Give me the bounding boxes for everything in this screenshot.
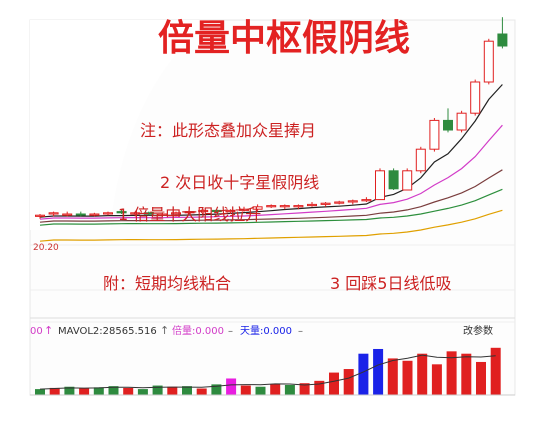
candle-body xyxy=(470,81,481,114)
volume-bar xyxy=(79,388,90,395)
mavol-line xyxy=(39,354,496,390)
candle-body xyxy=(252,206,263,210)
ma60-line xyxy=(39,209,503,242)
candle-body xyxy=(103,212,113,215)
candle-body xyxy=(130,212,141,215)
volume-bar xyxy=(490,347,501,395)
candle-body xyxy=(198,209,209,213)
candle-body xyxy=(443,119,453,131)
volume-bar xyxy=(417,353,428,395)
chart-title: 倍量中枢假阴线 xyxy=(158,18,410,59)
volume-bar xyxy=(314,380,325,395)
volume-bar xyxy=(182,386,192,395)
volume-bar xyxy=(255,386,266,395)
dash-separator: – xyxy=(228,326,233,337)
candle-body xyxy=(456,112,467,131)
volume-bar xyxy=(137,389,148,395)
volume-bar xyxy=(226,378,237,395)
candle-body xyxy=(361,199,372,202)
arrow-up-icon: ↑ xyxy=(44,324,53,337)
volume-bar xyxy=(387,358,398,395)
volume-bar xyxy=(461,353,472,395)
volume-bar xyxy=(270,384,281,395)
volume-bar xyxy=(64,386,75,395)
candle-body xyxy=(184,211,195,214)
volume-bars xyxy=(35,347,501,395)
change-params-button[interactable]: 改参数 xyxy=(463,324,493,337)
candle-body xyxy=(143,212,154,215)
volume-bar xyxy=(35,389,45,395)
volume-bar xyxy=(431,364,442,395)
volume-bar xyxy=(167,386,178,395)
ma5-line xyxy=(39,84,503,218)
candle-body xyxy=(48,212,59,215)
candle-body xyxy=(279,205,290,208)
annotation-note: 注：此形态叠加众星捧月 xyxy=(140,121,316,140)
annotation-step3: 3 回踩5日线低吸 xyxy=(330,274,451,293)
candle-body xyxy=(157,213,168,216)
volume-bar xyxy=(358,353,369,395)
candle-body xyxy=(75,213,86,216)
annotation-appendix: 附：短期均线粘合 xyxy=(103,274,231,293)
dash-separator: – xyxy=(298,326,303,337)
volume-bar xyxy=(108,386,119,395)
candle-body xyxy=(402,170,413,191)
price-label: 20.20 xyxy=(33,243,59,253)
candle-body xyxy=(320,202,331,205)
ma30-line xyxy=(39,188,503,226)
candle-body xyxy=(293,205,304,208)
arrow-up-icon: ↑ xyxy=(160,324,169,337)
volume-bar xyxy=(284,384,295,395)
price-grid xyxy=(30,244,515,323)
indicator-prefix: 00 xyxy=(30,326,43,337)
candle-body xyxy=(375,170,385,201)
volume-bar xyxy=(152,385,163,395)
volume-bar xyxy=(93,387,104,395)
candle-body xyxy=(497,33,508,47)
candle-body xyxy=(35,214,45,217)
candle-body xyxy=(429,119,440,150)
candle-body xyxy=(116,211,127,214)
candle-body xyxy=(211,209,222,213)
volume-bar xyxy=(402,360,413,395)
volume-bar xyxy=(211,384,222,395)
volume-bar xyxy=(373,348,384,395)
volume-bar xyxy=(240,385,251,395)
candles xyxy=(35,17,508,219)
candle-body xyxy=(239,208,249,211)
moving-averages xyxy=(39,84,503,242)
ma20-line xyxy=(39,169,503,223)
indicator-bar: 00 ↑ MAVOL2:28565.516 ↑ 倍量:0.000 – 天量:0.… xyxy=(30,317,515,337)
candle-body xyxy=(225,209,236,213)
volume-bar xyxy=(299,383,310,395)
volume-bar xyxy=(343,369,354,395)
tianliang-readout: 天量:0.000 xyxy=(240,325,292,337)
candle-body xyxy=(483,40,494,83)
volume-bar xyxy=(49,387,60,395)
ma10-line xyxy=(39,124,503,220)
beiliang-readout: 倍量:0.000 xyxy=(172,324,224,337)
candle-body xyxy=(266,205,277,208)
volume-bar xyxy=(123,387,134,395)
candle-body xyxy=(89,213,100,216)
candle-body xyxy=(171,212,181,215)
candle-body xyxy=(307,203,317,207)
volume-bar xyxy=(476,361,486,395)
annotation-step1: 1 倍量中大阳线拉升 xyxy=(118,205,261,224)
candle-body xyxy=(334,201,345,204)
candle-body xyxy=(62,213,73,216)
volume-bar xyxy=(329,372,339,395)
volume-bar xyxy=(446,351,457,395)
candle-body xyxy=(347,200,358,203)
candle-body xyxy=(415,148,426,172)
candle-body xyxy=(388,170,399,190)
mavol-readout: MAVOL2:28565.516 xyxy=(58,326,157,337)
page-curl xyxy=(30,20,210,230)
annotation-step2: 2 次日收十字星假阴线 xyxy=(160,173,319,192)
volume-bar xyxy=(196,388,207,395)
